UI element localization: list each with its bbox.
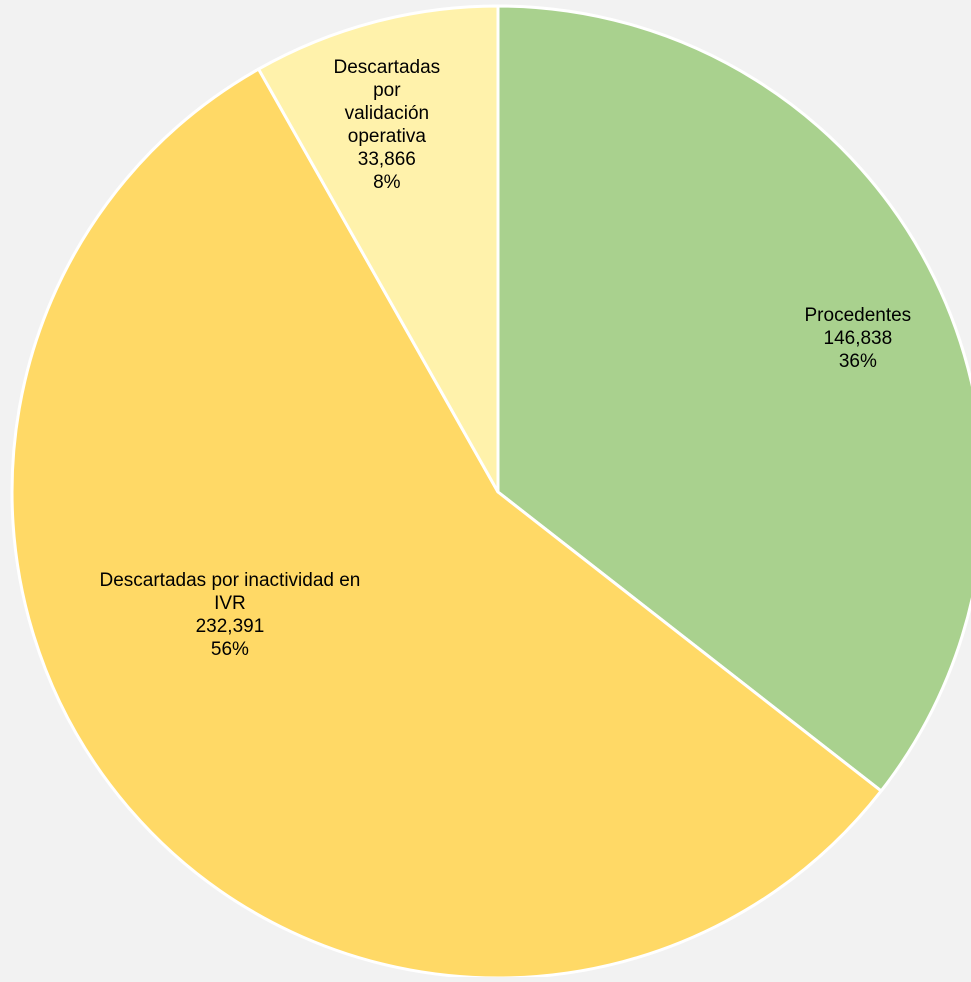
slice-category-text: Descartadas por inactividad en [99, 570, 361, 591]
pie-slice-1 [496, 4, 971, 793]
slice-category-text: operativa [347, 126, 426, 147]
slice-value-text: 33,866 [357, 149, 416, 170]
slice-category-text: Procedentes [804, 305, 912, 326]
slice-percent-text: 8% [373, 172, 401, 193]
slice-category-text: por [373, 80, 401, 101]
slice-data-label-3: Descartadas por validación operativa 33,866 8… [334, 56, 441, 194]
pie-slice-3 [257, 4, 500, 494]
slice-percent-text: 56% [210, 639, 249, 660]
slice-percent-text: 36% [838, 351, 877, 372]
pie-slice-2 [10, 67, 883, 980]
slice-category-text: IVR [214, 593, 246, 614]
slice-data-label-1: Procedentes 146,838 36% [805, 304, 912, 373]
slice-value-text: 232,391 [195, 616, 265, 637]
slice-value-text: 146,838 [823, 328, 893, 349]
slice-data-label-2: Descartadas por inactividad en IVR 232,391… [100, 569, 361, 661]
slice-category-text: validación [344, 103, 430, 124]
slice-category-text: Descartadas [333, 57, 441, 78]
